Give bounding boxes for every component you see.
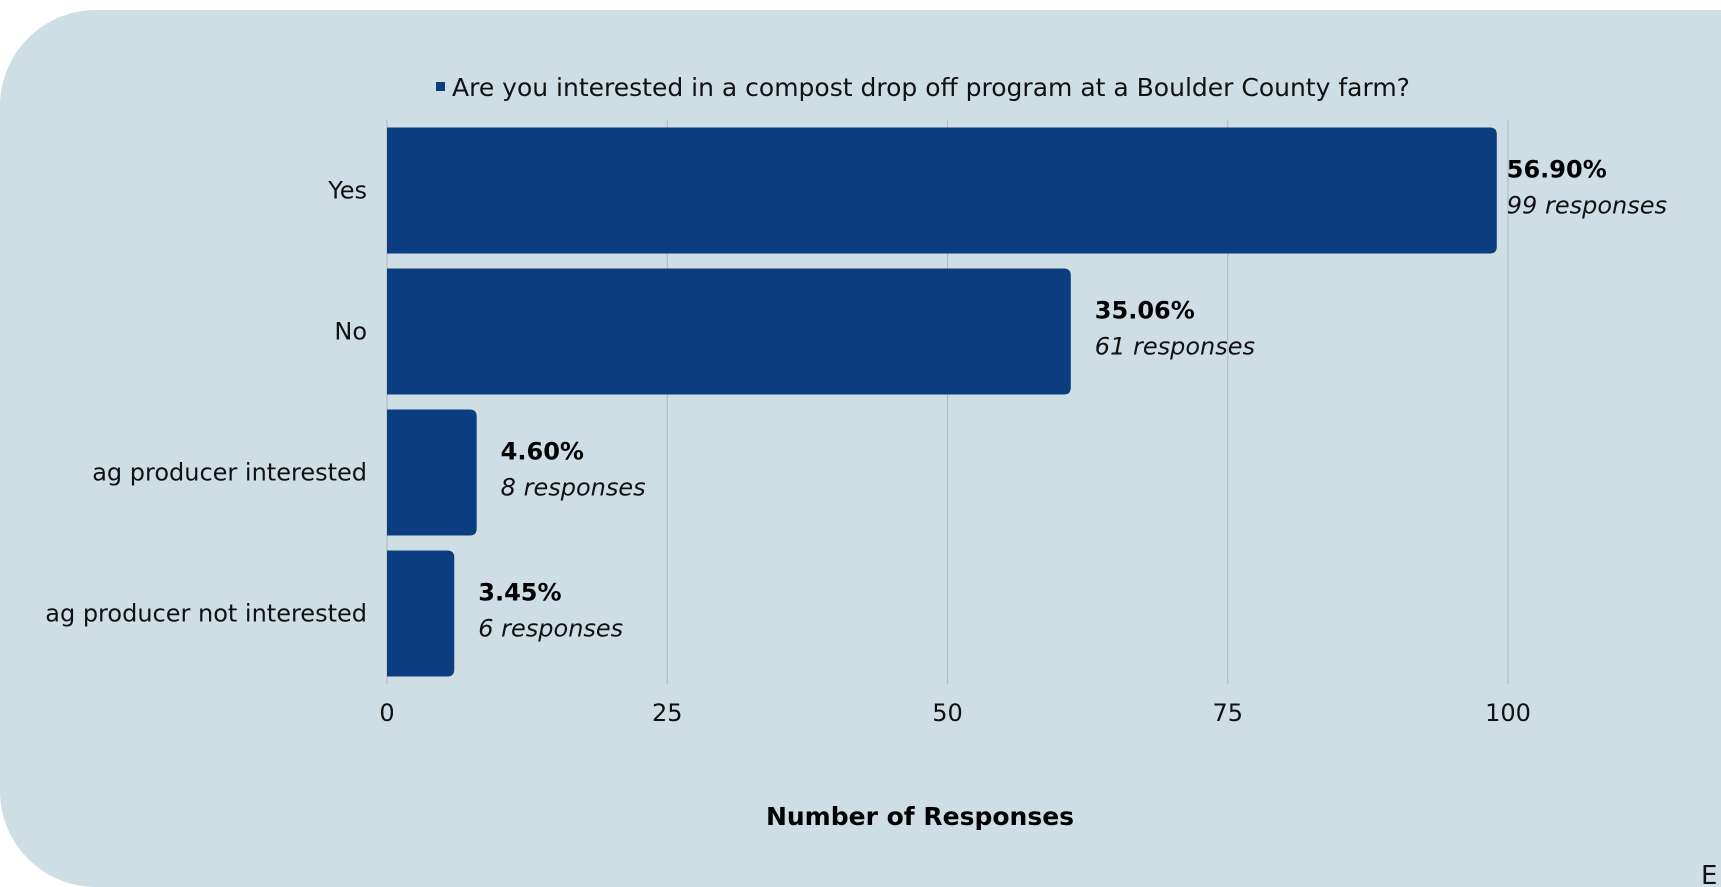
category-label: Yes <box>327 177 367 205</box>
x-tick-label: 25 <box>652 699 683 727</box>
category-labels: Yes No ag producer interested ag producer n… <box>45 177 367 628</box>
category-label: ag producer not interested <box>45 600 367 628</box>
bar <box>387 550 455 677</box>
data-labels: 56.90% 99 responses 35.06% 61 responses 4.60… <box>478 156 1667 643</box>
legend-label: Are you interested in a compost drop off… <box>452 73 1410 102</box>
percent-label: 3.45% <box>478 579 561 607</box>
bar <box>387 409 477 536</box>
response-count-label: 8 responses <box>501 474 646 502</box>
x-tick-label: 0 <box>379 699 394 727</box>
x-tick-label: 75 <box>1212 699 1243 727</box>
x-axis-title: Number of Responses <box>766 802 1074 831</box>
bar <box>387 127 1497 254</box>
bar <box>387 268 1071 395</box>
category-label: ag producer interested <box>92 459 367 487</box>
x-axis-ticks: 0 25 50 75 100 <box>379 699 1531 727</box>
percent-label: 56.90% <box>1507 156 1607 184</box>
category-label: No <box>334 318 367 346</box>
legend: Are you interested in a compost drop off… <box>436 73 1410 102</box>
x-tick-label: 100 <box>1485 699 1531 727</box>
percent-label: 35.06% <box>1095 297 1195 325</box>
legend-swatch <box>436 82 445 91</box>
response-count-label: 61 responses <box>1095 333 1255 361</box>
response-count-label: 99 responses <box>1507 192 1667 220</box>
bars <box>387 127 1497 677</box>
corner-text-fragment: E <box>1701 861 1717 887</box>
x-tick-label: 50 <box>932 699 963 727</box>
response-count-label: 6 responses <box>478 615 623 643</box>
percent-label: 4.60% <box>501 438 584 466</box>
